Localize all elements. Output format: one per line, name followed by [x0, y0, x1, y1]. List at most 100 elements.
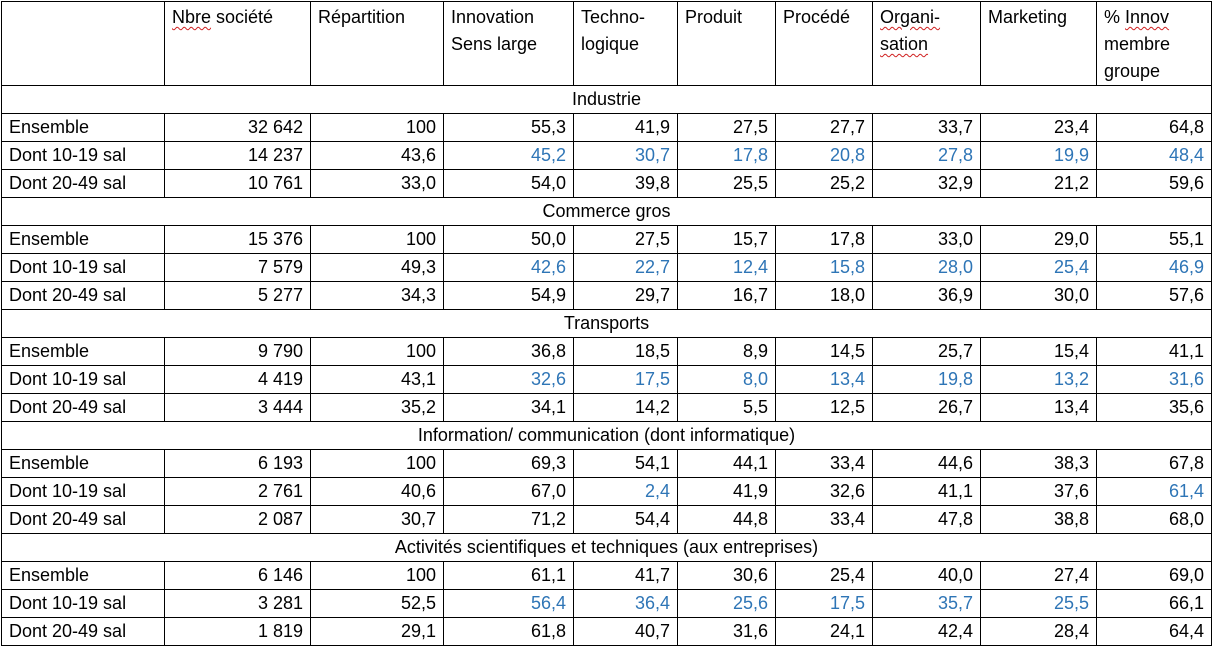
table-row: Ensemble 6 146 100 61,1 41,7 30,6 25,4 40,0 27,4… — [1, 561, 1212, 590]
table-row: Ensemble 15 376 100 50,0 27,5 15,7 17,8 33,0 29,… — [1, 225, 1212, 254]
table-cell: 22,7 — [573, 253, 678, 282]
row-label: Dont 20-49 sal — [1, 617, 165, 646]
table-cell: 15,8 — [775, 253, 873, 282]
table-cell: 68,0 — [1096, 505, 1212, 534]
table-cell: 40,6 — [310, 477, 444, 506]
table-cell: 28,4 — [980, 617, 1097, 646]
table-cell: 17,5 — [775, 589, 873, 618]
header-procede: Procédé — [775, 1, 873, 86]
table-cell: 40,7 — [573, 617, 678, 646]
section-row: Commerce gros — [1, 197, 1212, 226]
table-cell: 33,0 — [872, 225, 981, 254]
table-cell: 100 — [310, 561, 444, 590]
table-cell: 10 761 — [164, 169, 311, 198]
section-row: Activités scientifiques et techniques (a… — [1, 533, 1212, 562]
table-cell: 27,5 — [573, 225, 678, 254]
table-cell: 35,2 — [310, 393, 444, 422]
table-cell: 100 — [310, 449, 444, 478]
table-cell: 38,8 — [980, 505, 1097, 534]
table-cell: 100 — [310, 113, 444, 142]
table-cell: 13,4 — [775, 365, 873, 394]
table-cell: 27,8 — [872, 141, 981, 170]
table-cell: 14,5 — [775, 337, 873, 366]
table-cell: 25,2 — [775, 169, 873, 198]
table-cell: 44,6 — [872, 449, 981, 478]
table-cell: 54,9 — [443, 281, 574, 310]
table-cell: 17,8 — [775, 225, 873, 254]
table-cell: 29,0 — [980, 225, 1097, 254]
table-cell: 30,7 — [310, 505, 444, 534]
header-empty — [1, 1, 165, 86]
table-cell: 27,5 — [677, 113, 776, 142]
section-title: Commerce gros — [1, 197, 1212, 226]
table-cell: 19,9 — [980, 141, 1097, 170]
table-cell: 29,7 — [573, 281, 678, 310]
table-cell: 8,0 — [677, 365, 776, 394]
table-cell: 20,8 — [775, 141, 873, 170]
table-cell: 41,9 — [677, 477, 776, 506]
table-cell: 25,5 — [980, 589, 1097, 618]
table-cell: 33,4 — [775, 505, 873, 534]
table-cell: 26,7 — [872, 393, 981, 422]
table-row: Dont 20-49 sal 1 819 29,1 61,8 40,7 31,6 24,1 4… — [1, 617, 1212, 646]
table-row: Dont 20-49 sal 3 444 35,2 34,1 14,2 5,5 12,5 26… — [1, 393, 1212, 422]
section-row: Industrie — [1, 85, 1212, 114]
table-cell: 40,0 — [872, 561, 981, 590]
table-cell: 33,4 — [775, 449, 873, 478]
table-cell: 64,4 — [1096, 617, 1212, 646]
table-cell: 46,9 — [1096, 253, 1212, 282]
table-cell: 50,0 — [443, 225, 574, 254]
table-cell: 2 087 — [164, 505, 311, 534]
table-cell: 25,6 — [677, 589, 776, 618]
table-cell: 24,1 — [775, 617, 873, 646]
row-label: Dont 20-49 sal — [1, 505, 165, 534]
table-cell: 32 642 — [164, 113, 311, 142]
table-cell: 56,4 — [443, 589, 574, 618]
table-row: Dont 10-19 sal 14 237 43,6 45,2 30,7 17,8 20,8… — [1, 141, 1212, 170]
table-cell: 4 419 — [164, 365, 311, 394]
table-cell: 25,4 — [775, 561, 873, 590]
table-cell: 43,1 — [310, 365, 444, 394]
table-cell: 38,3 — [980, 449, 1097, 478]
row-label: Ensemble — [1, 113, 165, 142]
table-cell: 12,4 — [677, 253, 776, 282]
table-cell: 18,5 — [573, 337, 678, 366]
table-cell: 54,0 — [443, 169, 574, 198]
table-cell: 55,3 — [443, 113, 574, 142]
table-cell: 2,4 — [573, 477, 678, 506]
table-cell: 36,4 — [573, 589, 678, 618]
table-cell: 45,2 — [443, 141, 574, 170]
header-repartition: Répartition — [310, 1, 444, 86]
table-cell: 7 579 — [164, 253, 311, 282]
table-cell: 36,8 — [443, 337, 574, 366]
header-row: Nbre société Répartition Innovation Sens … — [1, 1, 1212, 86]
table-cell: 31,6 — [677, 617, 776, 646]
table-cell: 15 376 — [164, 225, 311, 254]
header-nbre-societe: Nbre société — [164, 1, 311, 86]
table-row: Dont 10-19 sal 2 761 40,6 67,0 2,4 41,9 32,6 41… — [1, 477, 1212, 506]
table-cell: 30,0 — [980, 281, 1097, 310]
table-cell: 39,8 — [573, 169, 678, 198]
innovation-table: Nbre société Répartition Innovation Sens … — [1, 1, 1212, 646]
row-label: Dont 20-49 sal — [1, 393, 165, 422]
header-innov-membre-groupe: % Innov membre groupe — [1096, 1, 1212, 86]
row-label: Dont 10-19 sal — [1, 477, 165, 506]
table-cell: 35,7 — [872, 589, 981, 618]
table-cell: 71,2 — [443, 505, 574, 534]
header-organisation: Organi-sation — [872, 1, 981, 86]
table-cell: 33,7 — [872, 113, 981, 142]
row-label: Ensemble — [1, 449, 165, 478]
table-cell: 61,1 — [443, 561, 574, 590]
table-cell: 35,6 — [1096, 393, 1212, 422]
header-produit: Produit — [677, 1, 776, 86]
table-row: Ensemble 9 790 100 36,8 18,5 8,9 14,5 25,7 15,4 4… — [1, 337, 1212, 366]
table-cell: 30,7 — [573, 141, 678, 170]
row-label: Ensemble — [1, 225, 165, 254]
table-cell: 47,8 — [872, 505, 981, 534]
section-title: Transports — [1, 309, 1212, 338]
table-cell: 3 281 — [164, 589, 311, 618]
table-cell: 61,8 — [443, 617, 574, 646]
row-label: Dont 10-19 sal — [1, 589, 165, 618]
section-title: Industrie — [1, 85, 1212, 114]
row-label: Dont 20-49 sal — [1, 281, 165, 310]
